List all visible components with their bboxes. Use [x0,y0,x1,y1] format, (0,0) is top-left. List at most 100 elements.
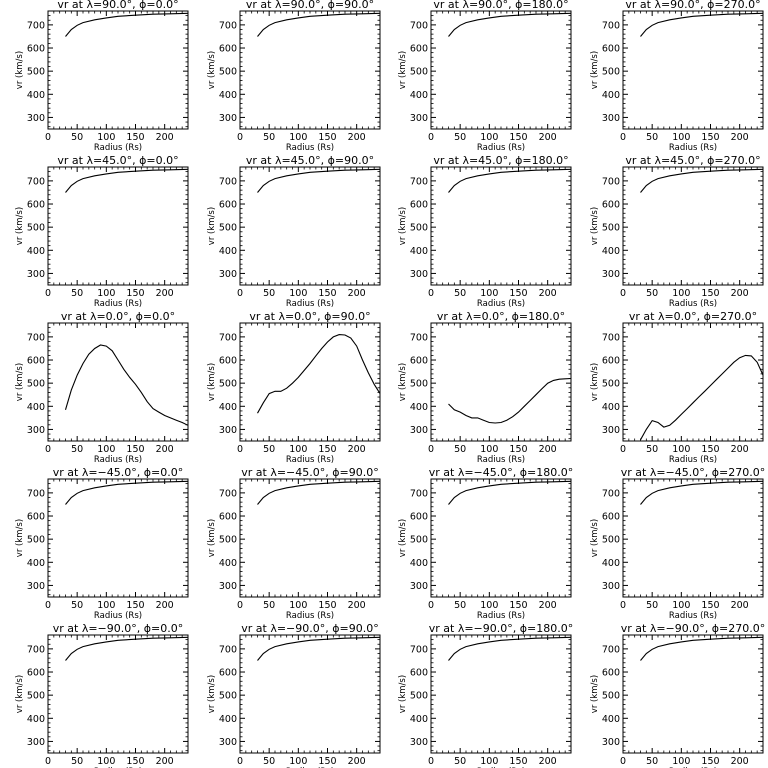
x-axis-label: Radius (Rs) [94,143,142,153]
y-tick-label: 400 [219,90,237,101]
x-axis-label: Radius (Rs) [669,299,717,309]
y-axis-label: vr (km/s) [590,363,600,401]
y-tick-label: 500 [27,691,45,702]
plot-frame [622,478,764,598]
x-tick-label: 200 [731,288,749,299]
y-tick-label: 400 [219,246,237,257]
x-tick-label: 200 [731,600,749,611]
panel-1-0: vr at λ=45.0°, ϕ=0.0° 0 50 100 150 200 300 400 5… [15,154,189,309]
x-tick-label: 200 [156,600,174,611]
x-tick-label: 100 [289,444,307,455]
panel-title: vr at λ=0.0°, ϕ=270.0° [629,310,757,323]
x-tick-label: 100 [289,288,307,299]
x-tick-label: 100 [672,444,690,455]
x-tick-label: 150 [701,288,719,299]
y-tick-label: 300 [219,113,237,124]
y-axis-label: vr (km/s) [207,519,217,557]
x-tick-label: 50 [454,288,466,299]
y-axis-label: vr (km/s) [398,51,408,89]
x-axis-label: Radius (Rs) [477,611,525,621]
plot-frame [622,322,764,442]
y-tick-label: 400 [410,558,428,569]
x-tick-label: 0 [620,444,626,455]
y-tick-label: 700 [602,176,620,187]
y-tick-label: 500 [410,379,428,390]
y-tick-label: 500 [219,535,237,546]
y-tick-label: 500 [410,67,428,78]
y-tick-label: 400 [219,714,237,725]
panel-title: vr at λ=−90.0°, ϕ=180.0° [429,622,573,635]
x-tick-label: 150 [509,288,527,299]
panel-title: vr at λ=0.0°, ϕ=180.0° [437,310,565,323]
x-tick-label: 200 [348,288,366,299]
y-tick-label: 500 [27,223,45,234]
x-tick-label: 100 [672,132,690,143]
y-tick-label: 500 [410,535,428,546]
series-line [640,480,763,505]
y-axis-label: vr (km/s) [15,363,25,401]
panel-title: vr at λ=−45.0°, ϕ=0.0° [53,466,183,479]
y-tick-label: 500 [602,379,620,390]
x-tick-label: 150 [318,756,336,767]
y-tick-label: 400 [602,402,620,413]
x-tick-label: 200 [539,756,557,767]
series-line [64,344,188,426]
y-axis-label: vr (km/s) [15,51,25,89]
y-tick-label: 500 [219,691,237,702]
y-tick-label: 600 [602,44,620,55]
y-tick-label: 700 [219,176,237,187]
x-tick-label: 200 [731,756,749,767]
y-tick-label: 300 [27,425,45,436]
x-tick-label: 0 [237,444,243,455]
series-line [257,12,380,37]
x-tick-label: 100 [480,288,498,299]
x-tick-label: 200 [539,288,557,299]
x-tick-label: 50 [263,288,275,299]
x-tick-label: 100 [97,444,115,455]
series-line [257,636,380,661]
y-tick-label: 500 [602,223,620,234]
y-tick-label: 600 [27,512,45,523]
x-tick-label: 150 [509,444,527,455]
x-tick-label: 50 [263,132,275,143]
y-tick-label: 500 [602,535,620,546]
y-tick-label: 700 [410,644,428,655]
x-tick-label: 150 [509,756,527,767]
x-tick-label: 200 [156,132,174,143]
x-tick-label: 50 [454,756,466,767]
series-line [257,168,380,193]
x-tick-label: 50 [71,444,83,455]
y-tick-label: 400 [602,558,620,569]
x-tick-label: 50 [646,756,658,767]
x-tick-label: 0 [620,756,626,767]
x-tick-label: 0 [428,600,434,611]
y-tick-label: 500 [27,379,45,390]
y-tick-label: 400 [27,402,45,413]
plot-frame [239,166,381,286]
x-tick-label: 0 [428,444,434,455]
panel-title: vr at λ=45.0°, ϕ=180.0° [433,154,568,167]
x-tick-label: 150 [701,444,719,455]
x-tick-label: 100 [97,288,115,299]
y-tick-label: 700 [219,20,237,31]
x-tick-label: 100 [289,756,307,767]
panel-0-3: vr at λ=90.0°, ϕ=270.0° 0 50 100 150 200 300 40… [590,0,764,153]
panel-1-1: vr at λ=45.0°, ϕ=90.0° 0 50 100 150 200 300 400… [207,154,381,309]
series-line [65,12,188,37]
y-tick-label: 700 [219,644,237,655]
y-tick-label: 300 [410,581,428,592]
series-line [640,636,763,661]
y-tick-label: 300 [410,425,428,436]
x-tick-label: 200 [731,132,749,143]
series-line [448,168,571,193]
x-tick-label: 50 [71,132,83,143]
y-tick-label: 500 [410,691,428,702]
y-tick-label: 400 [410,246,428,257]
x-tick-label: 0 [620,288,626,299]
x-axis-label: Radius (Rs) [94,611,142,621]
x-tick-label: 50 [454,600,466,611]
x-axis-label: Radius (Rs) [94,299,142,309]
panel-title: vr at λ=−90.0°, ϕ=0.0° [53,622,183,635]
panel-title: vr at λ=90.0°, ϕ=0.0° [57,0,178,11]
y-tick-label: 500 [219,67,237,78]
